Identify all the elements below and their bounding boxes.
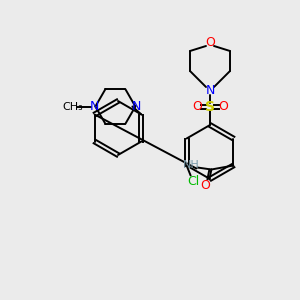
- Text: Cl: Cl: [188, 175, 200, 188]
- Text: N: N: [90, 100, 99, 113]
- Text: O: O: [200, 179, 210, 192]
- Text: N: N: [132, 100, 141, 113]
- Text: O: O: [218, 100, 228, 113]
- Text: CH₃: CH₃: [62, 101, 83, 112]
- Text: N: N: [205, 85, 215, 98]
- Text: O: O: [192, 100, 202, 113]
- Text: O: O: [205, 37, 215, 50]
- Text: S: S: [205, 100, 215, 114]
- Text: NH: NH: [183, 160, 200, 170]
